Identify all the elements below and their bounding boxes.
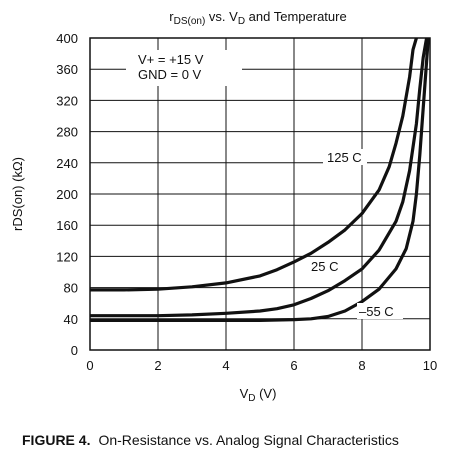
y-axis-label: rDS(on) (kΩ) [10, 157, 25, 231]
x-tick-label: 4 [222, 358, 229, 373]
y-tick-label: 240 [56, 156, 78, 171]
series-line-minus55c [90, 37, 430, 322]
series-label-25: 25 C [311, 259, 338, 274]
conditions-line-2: GND = 0 V [138, 67, 202, 82]
series-label-bg-m55 [357, 303, 403, 319]
x-tick-label: 10 [423, 358, 437, 373]
y-tick-label: 320 [56, 93, 78, 108]
chart-title: rDS(on) vs. VD and Temperature [169, 9, 346, 27]
series [90, 37, 430, 322]
series-label-bg-25 [308, 258, 346, 274]
x-tick-label: 6 [290, 358, 297, 373]
ticks: 0 2 4 6 8 10 0 40 80 120 160 200 240 280 320 360 400 [56, 31, 437, 373]
y-tick-label: 40 [64, 312, 78, 327]
series-label-bg-125 [323, 149, 367, 165]
y-tick-label: 200 [56, 187, 78, 202]
y-tick-label: 80 [64, 281, 78, 296]
series-line-125c [90, 37, 418, 292]
x-tick-label: 8 [358, 358, 365, 373]
series-line-25c [90, 37, 429, 318]
figure-caption: FIGURE 4. On-Resistance vs. Analog Signal… [22, 432, 399, 448]
plot-frame [89, 37, 431, 351]
conditions-line-1: V+ = +15 V [138, 52, 204, 67]
x-tick-label: 0 [86, 358, 93, 373]
y-tick-label: 160 [56, 218, 78, 233]
series-label-125: 125 C [327, 150, 362, 165]
x-axis-label: VD (V) [240, 386, 277, 404]
y-tick-label: 0 [71, 343, 78, 358]
y-tick-label: 400 [56, 31, 78, 46]
conditions-box [126, 50, 242, 86]
y-tick-label: 280 [56, 125, 78, 140]
x-tick-label: 2 [154, 358, 161, 373]
series-label-minus55: –55 C [359, 304, 394, 319]
y-tick-label: 360 [56, 62, 78, 77]
y-tick-label: 120 [56, 249, 78, 264]
